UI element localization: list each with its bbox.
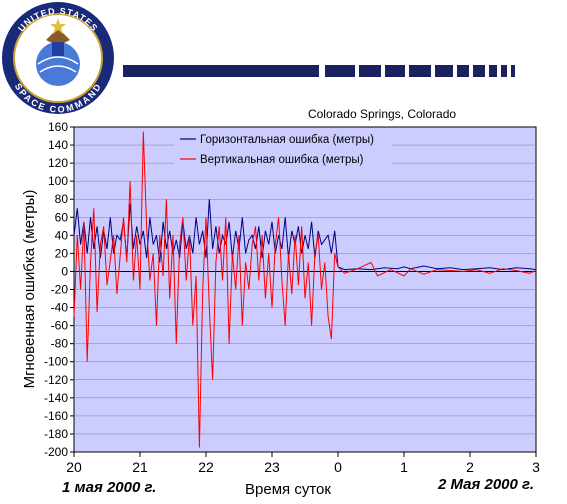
y-tick-label: 80 [55, 192, 69, 206]
y-tick-label: -200 [44, 445, 68, 459]
y-tick-label: -180 [44, 427, 68, 441]
y-tick-label: -20 [51, 283, 69, 297]
y-tick-label: -140 [44, 391, 68, 405]
y-tick-label: 40 [55, 228, 69, 242]
y-tick-label: 60 [55, 210, 69, 224]
y-axis: 160 140 120 100 80 60 40 20 0 -20 -40 -60 -80 -100 -12… [44, 120, 74, 459]
x-axis: 20 21 22 23 0 1 2 3 [66, 452, 540, 475]
x-axis-label: Время суток [245, 481, 331, 498]
y-tick-label: -40 [51, 301, 69, 315]
y-tick-label: -160 [44, 409, 68, 423]
date-right-label: 2 Мая 2000 г. [437, 476, 534, 493]
x-tick-label: 0 [334, 459, 342, 475]
date-left-label: 1 мая 2000 г. [62, 479, 156, 496]
grid-lines [74, 144, 536, 435]
y-axis-label: Мгновенная ошибка (метры) [21, 190, 38, 389]
y-tick-label: 160 [48, 120, 68, 134]
x-tick-label: 3 [532, 459, 540, 475]
y-tick-label: -120 [44, 373, 68, 387]
x-tick-label: 1 [400, 459, 408, 475]
location-label: Colorado Springs, Colorado [308, 107, 456, 121]
legend-label-vertical: Вертикальная ошибка (метры) [200, 154, 364, 166]
y-tick-label: 120 [48, 156, 68, 170]
series-group [73, 131, 537, 448]
legend-box [174, 130, 392, 172]
legend-label-horizontal: Горизонтальная ошибка (метры) [200, 134, 374, 146]
space-command-logo: UNITED STATES SPACE COMMAND [2, 2, 114, 115]
y-tick-label: -100 [44, 355, 68, 369]
y-tick-label: 0 [61, 264, 68, 278]
legend: Горизонтальная ошибка (метры) Вертикальн… [174, 130, 392, 172]
y-tick-label: 100 [48, 174, 68, 188]
x-tick-label: 20 [66, 459, 82, 475]
y-tick-label: 20 [55, 246, 69, 260]
series-line-vertical [73, 131, 537, 448]
header-stripe [123, 65, 515, 77]
y-tick-label: 140 [48, 138, 68, 152]
y-tick-label: -80 [51, 337, 69, 351]
y-tick-label: -60 [51, 319, 69, 333]
x-tick-label: 22 [198, 459, 214, 475]
x-tick-label: 23 [264, 459, 280, 475]
x-tick-label: 2 [466, 459, 474, 475]
x-tick-label: 21 [132, 459, 148, 475]
